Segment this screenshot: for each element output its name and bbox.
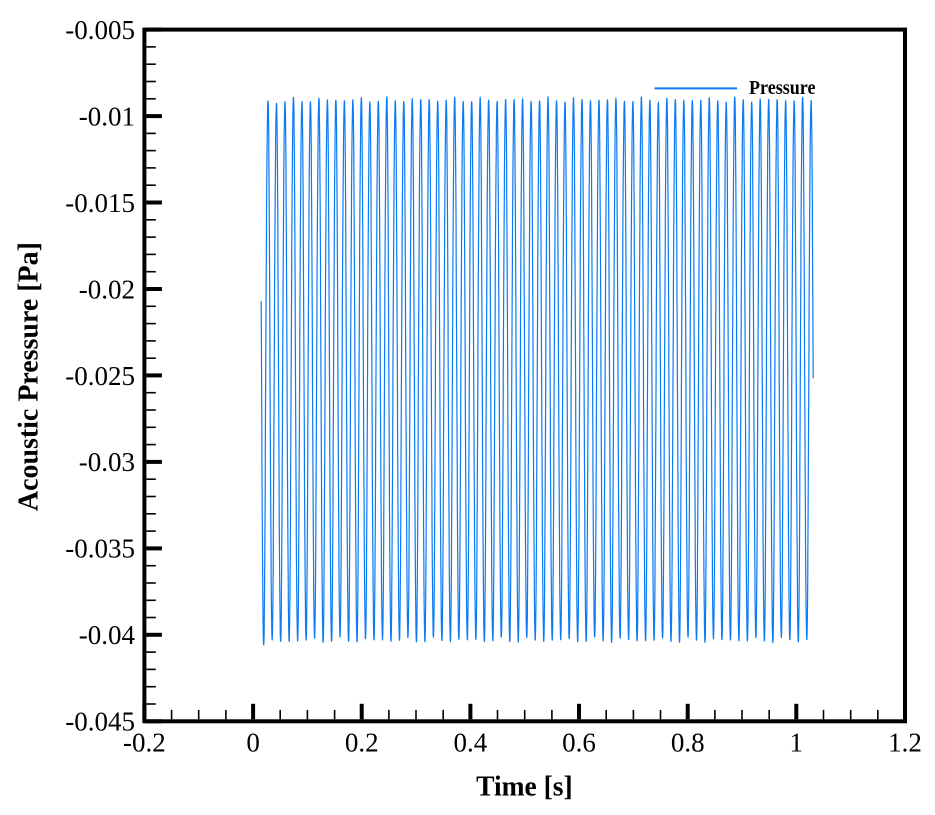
svg-text:-0.01: -0.01 [79,101,135,131]
svg-text:0: 0 [246,728,260,758]
svg-text:0.6: 0.6 [562,728,596,758]
svg-text:-0.015: -0.015 [65,188,135,218]
svg-text:Time [s]: Time [s] [476,771,573,802]
svg-text:Pressure: Pressure [749,77,816,99]
svg-text:0.4: 0.4 [454,728,488,758]
svg-text:-0.2: -0.2 [123,728,166,758]
svg-text:-0.045: -0.045 [65,707,135,737]
svg-text:1.2: 1.2 [888,728,922,758]
svg-text:0.2: 0.2 [345,728,379,758]
svg-text:0.8: 0.8 [671,728,705,758]
svg-text:-0.04: -0.04 [79,620,136,650]
svg-text:-0.025: -0.025 [65,361,135,391]
svg-text:-0.035: -0.035 [65,534,135,564]
svg-text:-0.005: -0.005 [65,15,135,45]
svg-text:-0.03: -0.03 [79,447,135,477]
svg-text:1: 1 [790,728,804,758]
svg-text:Acoustic Pressure [Pa]: Acoustic Pressure [Pa] [14,242,45,511]
svg-text:-0.02: -0.02 [79,274,135,304]
